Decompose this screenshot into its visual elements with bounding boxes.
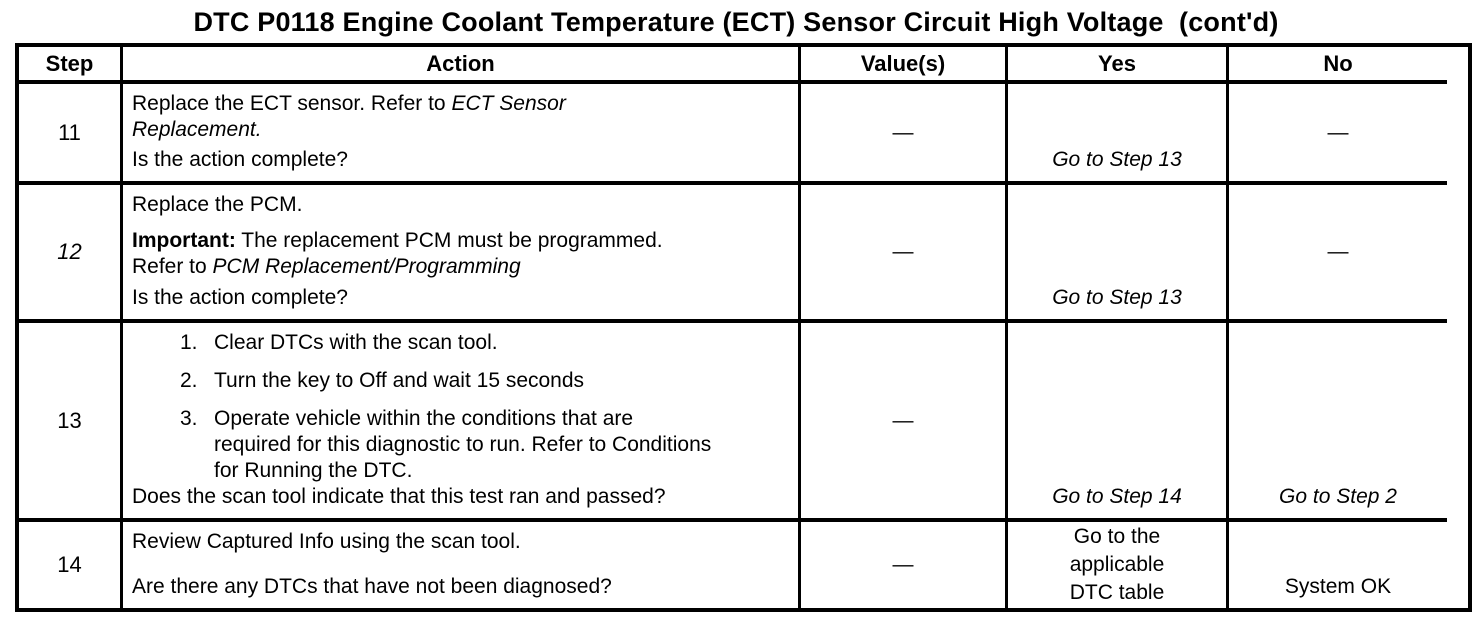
action-question-11: Is the action complete?	[132, 148, 348, 171]
action-cell-14: Review Captured Info using the scan tool…	[123, 522, 801, 608]
action-cell-11: Replace the ECT sensor. Refer to ECT Sen…	[123, 84, 801, 185]
yes-cell-11: Go to Step 13	[1008, 84, 1229, 185]
action-question-13: Does the scan tool indicate that this te…	[132, 485, 666, 508]
action-cell-12: Replace the PCM. Important: The replacem…	[123, 185, 801, 323]
action-text-14-line1: Review Captured Info using the scan tool…	[132, 530, 521, 553]
action-question-14: Are there any DTCs that have not been di…	[132, 575, 612, 598]
list-item-3-number: 3.	[180, 407, 198, 430]
values-cell-13: —	[801, 323, 1008, 522]
action-text-11-normal: Replace the ECT sensor. Refer to	[132, 92, 452, 115]
step-cell-12: 12	[19, 185, 123, 323]
no-cell-11: —	[1229, 84, 1447, 185]
yes-cell-14: Go to the applicable DTC table	[1008, 522, 1229, 608]
col-header-values: Value(s)	[801, 47, 1008, 84]
values-cell-12: —	[801, 185, 1008, 323]
values-cell-14: —	[801, 522, 1008, 608]
list-item-2-text: Turn the key to Off and wait 15 seconds	[214, 369, 585, 392]
important-reference: PCM Replacement/Programming	[212, 255, 521, 278]
list-item-2: 2. Turn the key to Off and wait 15 second…	[132, 368, 788, 394]
diagnostic-table: Step Action Value(s) Yes No 11 Replace t…	[15, 43, 1472, 612]
step-cell-14: 14	[19, 522, 123, 608]
list-item-1-text: Clear DTCs with the scan tool.	[214, 331, 498, 354]
values-cell-11: —	[801, 84, 1008, 185]
action-question-12: Is the action complete?	[132, 286, 348, 309]
yes-cell-12: Go to Step 13	[1008, 185, 1229, 323]
action-cell-13: 1. Clear DTCs with the scan tool. 2. Turn …	[123, 323, 801, 522]
important-text: The replacement PCM must be programmed. …	[132, 229, 663, 278]
col-header-yes: Yes	[1008, 47, 1229, 84]
list-item-2-number: 2.	[180, 369, 198, 392]
yes-cell-13: Go to Step 14	[1008, 323, 1229, 522]
list-item-3-text: Operate vehicle within the conditions th…	[214, 407, 712, 482]
list-item-3: 3. Operate vehicle within the conditions …	[132, 406, 788, 484]
step-cell-11: 11	[19, 84, 123, 185]
col-header-no: No	[1229, 47, 1447, 84]
list-item-1-number: 1.	[180, 331, 198, 354]
important-label: Important:	[132, 229, 236, 252]
col-header-step: Step	[19, 47, 123, 84]
action-text-11: Replace the ECT sensor. Refer to ECT Sen…	[132, 91, 788, 143]
step-cell-13: 13	[19, 323, 123, 522]
action-text-11-reference: ECT Sensor Replacement.	[132, 92, 566, 141]
list-item-1: 1. Clear DTCs with the scan tool.	[132, 330, 788, 356]
page-title: DTC P0118 Engine Coolant Temperature (EC…	[193, 7, 1279, 37]
no-cell-14: System OK	[1284, 575, 1392, 598]
no-cell-13: Go to Step 2	[1229, 323, 1447, 522]
action-text-12-line1: Replace the PCM.	[132, 193, 303, 216]
no-cell-12: —	[1229, 185, 1447, 323]
col-header-action: Action	[123, 47, 801, 84]
action-text-12-important: Important: The replacement PCM must be p…	[132, 228, 788, 280]
